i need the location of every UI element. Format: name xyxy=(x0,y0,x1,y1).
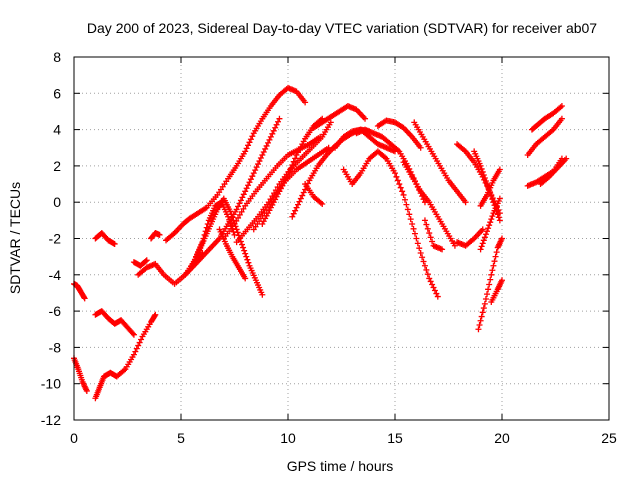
data-point-markers xyxy=(421,217,446,253)
data-point-markers xyxy=(250,144,332,233)
data-point-markers xyxy=(537,155,570,188)
series-trace-37 xyxy=(528,103,565,133)
series-trace-15 xyxy=(233,119,334,246)
y-tick-label: -6 xyxy=(49,303,62,319)
y-tick-label: 6 xyxy=(53,85,61,101)
series-trace-31 xyxy=(475,235,505,333)
data-point-markers xyxy=(163,84,309,244)
data-point-markers xyxy=(216,226,249,282)
series-trace-12 xyxy=(192,199,238,260)
x-tick-label: 0 xyxy=(70,430,78,446)
series-trace-09 xyxy=(163,84,309,244)
data-point-markers xyxy=(471,148,503,224)
data-point-markers xyxy=(524,155,565,189)
data-point-markers xyxy=(92,311,159,402)
data-point-markers xyxy=(374,117,424,151)
series-trace-05 xyxy=(92,230,118,247)
data-point-markers xyxy=(340,148,441,300)
y-axis-label: SDTVAR / TECUs xyxy=(7,182,23,294)
series-trace-35 xyxy=(524,155,565,189)
chart-title: Day 200 of 2023, Sidereal Day-to-day VTE… xyxy=(87,20,597,36)
plot-frame xyxy=(73,56,610,421)
data-point-markers xyxy=(192,199,238,260)
data-point-markers xyxy=(524,115,565,159)
x-tick-label: 5 xyxy=(177,430,185,446)
series-trace-27 xyxy=(421,217,446,253)
series-trace-16 xyxy=(250,144,332,233)
series-trace-06 xyxy=(130,257,150,269)
series-trace-38 xyxy=(537,155,570,188)
data-point-markers xyxy=(92,308,137,338)
data-point-markers xyxy=(148,230,163,242)
series-trace-33 xyxy=(477,166,503,209)
series-trace-36 xyxy=(524,115,565,159)
x-tick-label: 20 xyxy=(494,430,510,446)
y-tick-label: -4 xyxy=(49,267,62,283)
y-tick-label: -8 xyxy=(49,339,62,355)
data-point-markers xyxy=(488,277,505,306)
y-tick-labels: -12 -10 -8 -6 -4 -2 0 2 4 6 8 xyxy=(41,49,61,428)
x-tick-label: 25 xyxy=(601,430,617,446)
data-point-markers xyxy=(475,235,505,333)
data-point-markers xyxy=(528,103,565,133)
data-point-markers xyxy=(92,230,118,247)
series-trace-28 xyxy=(454,226,486,249)
series-trace-25 xyxy=(400,159,458,249)
series-trace-24 xyxy=(374,117,424,151)
series-trace-13 xyxy=(216,226,249,282)
data-point-markers xyxy=(233,119,334,246)
y-tick-label: 0 xyxy=(53,194,61,210)
gridlines xyxy=(74,57,609,420)
data-point-markers xyxy=(310,103,369,131)
y-tick-label: 2 xyxy=(53,158,61,174)
data-point-markers xyxy=(454,226,486,249)
data-point-markers xyxy=(477,195,503,253)
data-point-markers xyxy=(400,159,458,249)
series-trace-32 xyxy=(477,195,503,253)
series-trace-20 xyxy=(310,103,369,131)
series-trace-22 xyxy=(340,148,441,300)
data-points xyxy=(71,84,570,402)
y-tick-label: 4 xyxy=(53,122,61,138)
x-axis-label: GPS time / hours xyxy=(287,458,394,474)
series-trace-08 xyxy=(148,230,163,242)
series-trace-19 xyxy=(302,181,326,208)
series-trace-34 xyxy=(488,277,505,306)
y-tick-label: -12 xyxy=(41,412,61,428)
y-tick-label: -2 xyxy=(49,231,62,247)
data-point-markers xyxy=(477,166,503,209)
y-tick-label: -10 xyxy=(41,376,61,392)
series-trace-26 xyxy=(411,119,469,206)
series-trace-30 xyxy=(471,148,503,224)
series-trace-03 xyxy=(92,311,159,402)
data-point-markers xyxy=(411,119,469,206)
x-tick-labels: 0 5 10 15 20 25 xyxy=(70,430,617,446)
x-tick-label: 15 xyxy=(387,430,403,446)
series-trace-04 xyxy=(92,308,137,338)
x-tick-label: 10 xyxy=(280,430,296,446)
y-tick-label: 8 xyxy=(53,49,61,65)
data-point-markers xyxy=(130,257,150,269)
data-point-markers xyxy=(302,181,326,208)
